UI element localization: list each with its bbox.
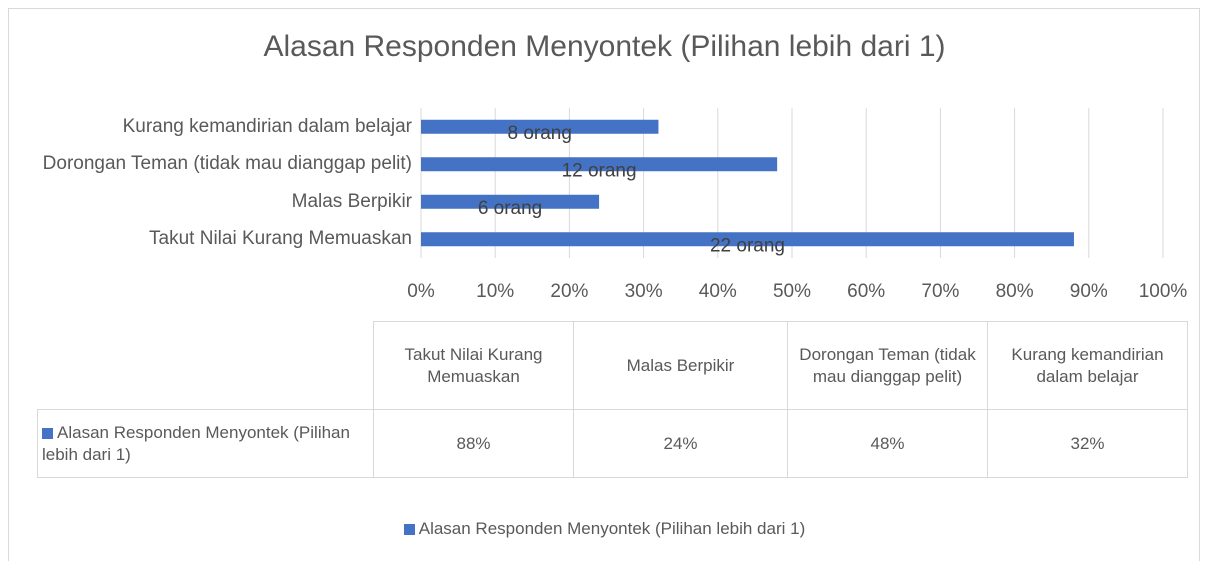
y-tick-label: Kurang kemandirian dalam belajar <box>122 115 412 137</box>
y-tick-label: Takut Nilai Kurang Memuaskan <box>149 228 412 250</box>
legend-swatch <box>42 427 53 439</box>
table-header-cell: Kurang kemandirian dalam belajar <box>987 321 1188 410</box>
x-tick-label: 10% <box>476 281 514 302</box>
x-tick-label: 60% <box>847 281 885 302</box>
x-tick-label: 90% <box>1070 281 1108 302</box>
y-tick-label: Dorongan Teman (tidak mau dianggap pelit… <box>42 153 412 175</box>
data-label: 8 orang <box>507 123 571 144</box>
table-header-cell: Takut Nilai Kurang Memuaskan <box>373 321 574 410</box>
x-tick-label: 50% <box>773 281 811 302</box>
x-tick-label: 40% <box>699 281 737 302</box>
table-series-name: Alasan Responden Menyontek (Pilihan lebi… <box>42 422 350 464</box>
x-tick-label: 30% <box>625 281 663 302</box>
x-tick-label: 0% <box>407 281 435 302</box>
x-tick-label: 70% <box>921 281 959 302</box>
table-value-cell: 32% <box>987 409 1188 478</box>
bar <box>421 119 659 134</box>
chart-border <box>8 8 1200 561</box>
legend-swatch <box>403 524 415 536</box>
bar <box>421 157 778 172</box>
x-tick-label: 80% <box>996 281 1034 302</box>
table-value-cell: 88% <box>373 409 574 478</box>
legend: Alasan Responden Menyontek (Pilihan lebi… <box>0 519 1209 539</box>
y-tick-label: Malas Berpikir <box>291 190 412 212</box>
legend-label: Alasan Responden Menyontek (Pilihan lebi… <box>418 519 806 538</box>
data-label: 12 orang <box>562 160 637 181</box>
table-header-cell: Dorongan Teman (tidak mau dianggap pelit… <box>787 321 988 410</box>
data-label: 22 orang <box>710 235 785 256</box>
x-tick-label: 20% <box>550 281 588 302</box>
bar <box>421 232 1074 247</box>
chart-title: Alasan Responden Menyontek (Pilihan lebi… <box>263 30 946 63</box>
table-series-cell: Alasan Responden Menyontek (Pilihan lebi… <box>37 409 374 478</box>
data-label: 6 orang <box>478 198 542 219</box>
table-value-cell: 48% <box>787 409 988 478</box>
bar <box>421 194 600 209</box>
table-header-cell: Malas Berpikir <box>573 321 788 410</box>
table-series-key: Alasan Responden Menyontek (Pilihan lebi… <box>42 422 369 466</box>
table-value-cell: 24% <box>573 409 788 478</box>
x-tick-label: 100% <box>1139 281 1188 302</box>
